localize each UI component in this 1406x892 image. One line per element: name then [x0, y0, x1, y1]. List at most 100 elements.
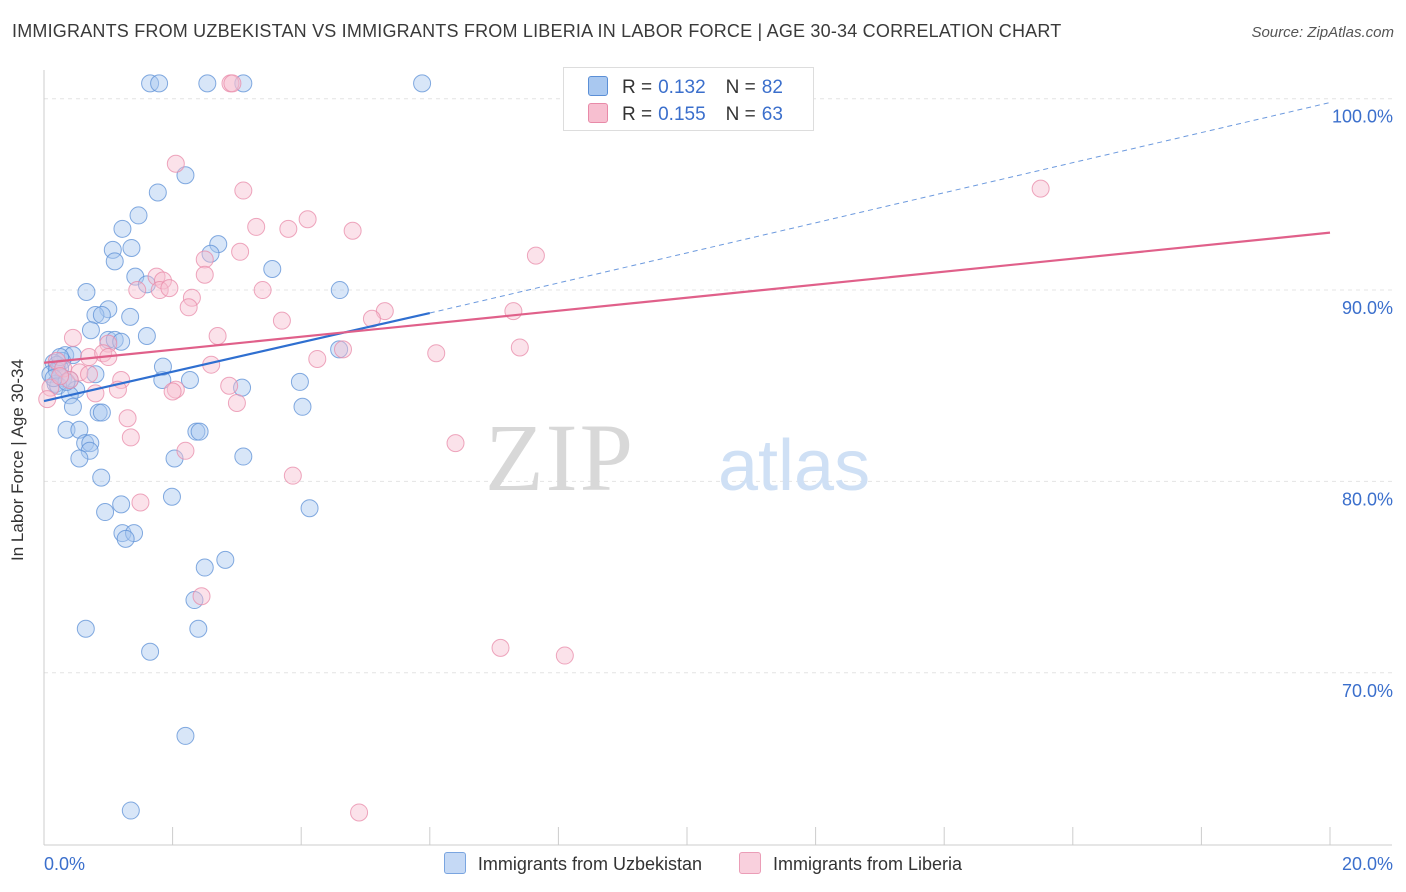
liberia-point [160, 279, 179, 298]
uzbekistan-point [330, 281, 349, 300]
uzbekistan-point [162, 487, 181, 506]
uzbekistan-point [77, 282, 96, 301]
uzbekistan-point [92, 468, 111, 487]
uzbekistan-point [195, 558, 214, 577]
liberia-point [195, 265, 214, 284]
liberia-point [192, 587, 211, 606]
series-legend-item-uzbekistan: Immigrants from Uzbekistan [443, 852, 702, 875]
uzbekistan-point [180, 371, 199, 389]
zipatlas-watermark: ZIP atlas [485, 404, 870, 511]
trend-lines [43, 102, 1331, 403]
correlation-legend: R = 0.132 N = 82 R = 0.155 N = 63 [563, 67, 814, 131]
liberia-point [131, 493, 150, 512]
uzbekistan-point [216, 550, 235, 569]
liberia-point [234, 181, 253, 200]
legend-n-label: N = [725, 104, 756, 125]
uzbekistan-point [96, 503, 115, 522]
x-tick-label: 20.0% [1342, 854, 1393, 874]
y-tick-label: 90.0% [1342, 298, 1393, 318]
liberia-point [99, 334, 118, 353]
uzbekistan-point [70, 449, 89, 468]
liberia-point [308, 349, 327, 368]
legend-swatch-uzbekistan [588, 76, 608, 96]
liberia-point [526, 246, 545, 265]
uzbekistan-point [176, 166, 195, 185]
source-credit: Source: ZipAtlas.com [1251, 24, 1394, 41]
liberia-point [121, 428, 140, 447]
uzbekistan-point [129, 206, 148, 225]
liberia-point [231, 242, 250, 261]
uzbekistan-point [112, 495, 131, 514]
watermark-atlas: atlas [718, 426, 870, 506]
liberia-point [253, 281, 272, 300]
liberia-point [227, 393, 246, 412]
uzbekistan-point [103, 240, 122, 259]
y-axis-label: In Labor Force | Age 30-34 [8, 359, 27, 561]
uzbekistan-point [141, 642, 160, 661]
y-tick-label: 100.0% [1332, 107, 1393, 127]
liberia-point [166, 380, 185, 399]
liberia-point [195, 250, 214, 269]
uzbekistan-point [198, 74, 217, 93]
liberia-point [343, 221, 362, 240]
liberia-point [283, 466, 302, 485]
data-points [38, 74, 1050, 822]
liberia-point [510, 338, 529, 357]
uzbekistan-point [234, 447, 253, 466]
legend-r-label: R = [622, 104, 653, 125]
uzbekistan-point [80, 441, 99, 460]
series-legend-item-liberia: Immigrants from Liberia [739, 852, 962, 875]
liberia-point [427, 344, 446, 363]
uzbekistan-point [190, 422, 209, 441]
axes [43, 70, 1392, 846]
liberia-point [118, 409, 137, 428]
liberia-point [176, 441, 195, 460]
liberia-point [1031, 179, 1050, 198]
uzbekistan-point [121, 801, 140, 820]
uzbekistan-point [86, 365, 105, 384]
uzbekistan-point [263, 260, 282, 279]
liberia-point [163, 382, 182, 401]
uzbekistan-point [81, 434, 100, 453]
uzbekistan-point [189, 619, 208, 638]
uzbekistan-point [290, 372, 309, 391]
uzbekistan-point [300, 499, 319, 518]
uzbekistan-point [141, 74, 160, 93]
uzbekistan-point [121, 307, 140, 326]
uzbekistan-point [413, 74, 432, 93]
liberia-point [279, 219, 298, 238]
uzbekistan-point [116, 529, 135, 548]
liberia-point [220, 376, 239, 395]
series-swatch-uzbekistan [443, 852, 466, 874]
uzbekistan-point [234, 74, 253, 93]
legend-n-value-uzbekistan: 82 [761, 77, 783, 98]
liberia-point [491, 638, 510, 657]
uzbekistan-point [122, 238, 141, 257]
liberia-point [182, 288, 201, 307]
tick-labels: 70.0% 80.0% 90.0% 100.0% 0.0% 20.0% [44, 107, 1393, 874]
uzbekistan-point [293, 397, 312, 416]
y-tick-label: 80.0% [1342, 489, 1393, 509]
uzbekistan-point [330, 340, 349, 359]
series-swatch-liberia [739, 852, 761, 874]
liberia-point [298, 210, 317, 229]
x-tick-label: 0.0% [44, 854, 85, 874]
uzbekistan-point [105, 252, 124, 271]
liberia-point [60, 371, 79, 389]
uzbekistan-point [209, 235, 228, 254]
uzbekistan-point [70, 420, 89, 439]
legend-row-uzbekistan: R = 0.132 N = 82 [588, 76, 783, 99]
liberia-point [179, 298, 198, 317]
liberia-point [41, 378, 60, 397]
uzbekistan-point [57, 420, 76, 439]
uzbekistan-point [150, 74, 169, 93]
uzbekistan-point [113, 219, 132, 238]
series-legend: Immigrants from Uzbekistan Immigrants fr… [0, 852, 1406, 875]
legend-r-label: R = [622, 77, 653, 98]
uzbekistan-trend-line [43, 311, 431, 403]
liberia-point [504, 302, 523, 321]
uzbekistan-point [148, 183, 167, 202]
chart-title: IMMIGRANTS FROM UZBEKISTAN VS IMMIGRANTS… [12, 21, 1062, 41]
uzbekistan-point [81, 321, 100, 340]
